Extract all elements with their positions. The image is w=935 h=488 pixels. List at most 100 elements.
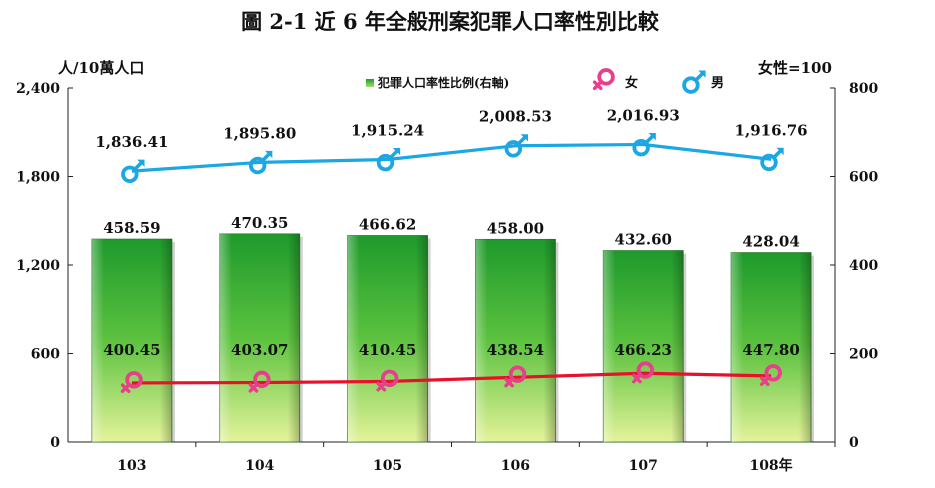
male-icon-arrow-head (648, 132, 656, 141)
bars (91, 233, 815, 443)
x-tick-label: 105 (373, 458, 402, 474)
male-icon-arrow-head (698, 70, 706, 78)
male-icon-arrow-shaft (772, 149, 783, 159)
female-line (131, 371, 772, 385)
female-icon-ring (597, 68, 615, 86)
bar-shade (347, 235, 428, 442)
male-icon-arrow-shaft (694, 71, 705, 82)
right-tick-label: 0 (849, 435, 859, 451)
left-axis-unit: 人/10萬人口 (58, 59, 144, 77)
left-tick-label: 2,400 (16, 81, 60, 97)
female-icon-ring (125, 371, 143, 389)
bar-value-label: 428.04 (742, 233, 799, 251)
right-axis-unit: 女性=100 (758, 59, 832, 77)
legend-male-label: 男 (711, 76, 724, 91)
female-icon-cross (376, 381, 387, 392)
right-tick-label: 200 (849, 347, 878, 363)
male-line (131, 142, 772, 173)
female-icon (504, 365, 527, 388)
bar-shade (91, 239, 172, 442)
male-icon-ring (760, 153, 778, 172)
male-value-label: 1,915.24 (351, 122, 424, 140)
bar-shade (603, 250, 684, 442)
bar-value-label: 458.59 (103, 219, 160, 237)
female-icon-ring (636, 361, 655, 379)
female-icon-cross (504, 377, 515, 388)
female-value-label: 447.80 (742, 341, 799, 359)
male-icon-ring (682, 76, 700, 94)
female-icon (248, 370, 271, 393)
left-tick-label: 0 (50, 435, 60, 451)
female-icon (592, 68, 615, 91)
female-icon-cross (759, 375, 771, 387)
chart-title: 圖 2-1 近 6 年全般刑案犯罪人口率性別比較 (241, 9, 660, 34)
male-icon (682, 70, 706, 94)
x-tick-label: 104 (245, 458, 274, 474)
left-tick-label: 1,800 (16, 170, 60, 186)
female-icon-ring (764, 364, 782, 382)
female-icon (376, 369, 399, 392)
x-tick-label: 106 (501, 458, 530, 474)
legend-bar-swatch (366, 79, 374, 87)
female-value-label: 466.23 (615, 341, 672, 359)
female-icon-ring (380, 369, 399, 388)
female-icon-cross (120, 382, 131, 394)
female-icon-cross (592, 79, 604, 91)
x-tick-label: 108年 (749, 457, 792, 474)
female-icon-cross (248, 382, 259, 393)
male-value-label: 2,008.53 (479, 108, 552, 126)
left-tick-label: 600 (31, 347, 60, 363)
male-icon-ring (632, 138, 650, 157)
bar-value-label: 432.60 (615, 231, 672, 249)
x-tick-label: 107 (629, 458, 658, 474)
female-value-label: 438.54 (487, 341, 544, 359)
male-icon (504, 134, 529, 158)
bar-shade (731, 252, 812, 442)
male-value-label: 2,016.93 (607, 107, 680, 125)
male-icon-arrow-shaft (133, 160, 144, 171)
bar-value-label: 458.00 (487, 219, 544, 237)
left-tick-label: 1,200 (16, 258, 60, 274)
bar-shade (219, 233, 300, 442)
male-icon-arrow-shaft (644, 134, 655, 145)
male-icon-ring (248, 156, 267, 175)
legend-bar-label: 犯罪人口率性比例(右軸) (377, 75, 509, 90)
female-icon-ring (253, 370, 271, 389)
bar-value-label: 470.35 (231, 214, 288, 232)
male-icon-ring (504, 140, 523, 158)
female-icon (759, 364, 782, 387)
male-value-label: 1,916.76 (735, 121, 808, 139)
x-tick-label: 103 (117, 458, 146, 474)
male-icon-ring (121, 165, 139, 183)
male-icon-ring (376, 153, 395, 172)
female-icon-ring (508, 365, 527, 383)
female-value-label: 410.45 (359, 341, 416, 359)
female-icon-cross (632, 373, 643, 384)
male-value-label: 1,836.41 (95, 133, 168, 151)
male-icon-arrow-head (520, 134, 529, 142)
female-icon (120, 371, 143, 394)
male-icon-arrow-shaft (516, 135, 527, 146)
female-icon (632, 361, 655, 384)
legend: 犯罪人口率性比例(右軸) 女 男 (366, 68, 724, 94)
male-icon-arrow-head (776, 147, 784, 156)
bar-value-label: 466.62 (359, 216, 416, 234)
female-value-label: 400.45 (103, 341, 160, 359)
bar-shade (475, 239, 556, 442)
right-tick-label: 400 (849, 258, 878, 274)
male-icon-arrow-shaft (261, 152, 271, 163)
male-value-label: 1,895.80 (223, 124, 296, 142)
male-icon-arrow-shaft (388, 149, 399, 160)
male-icon (682, 70, 706, 94)
female-value-label: 403.07 (231, 341, 288, 359)
axes: 0 600 1,200 1,800 2,400 0 200 400 600 800 103 104 10… (16, 81, 878, 474)
lines (120, 132, 784, 394)
legend-female-label: 女 (625, 75, 638, 91)
data-labels: 458.59 470.35 466.62 458.00 432.60 428.04 1,83… (95, 107, 807, 359)
male-icon (632, 132, 656, 157)
female-icon (592, 68, 615, 91)
right-tick-label: 800 (849, 81, 878, 97)
right-tick-label: 600 (849, 170, 878, 186)
male-icon (760, 147, 784, 172)
